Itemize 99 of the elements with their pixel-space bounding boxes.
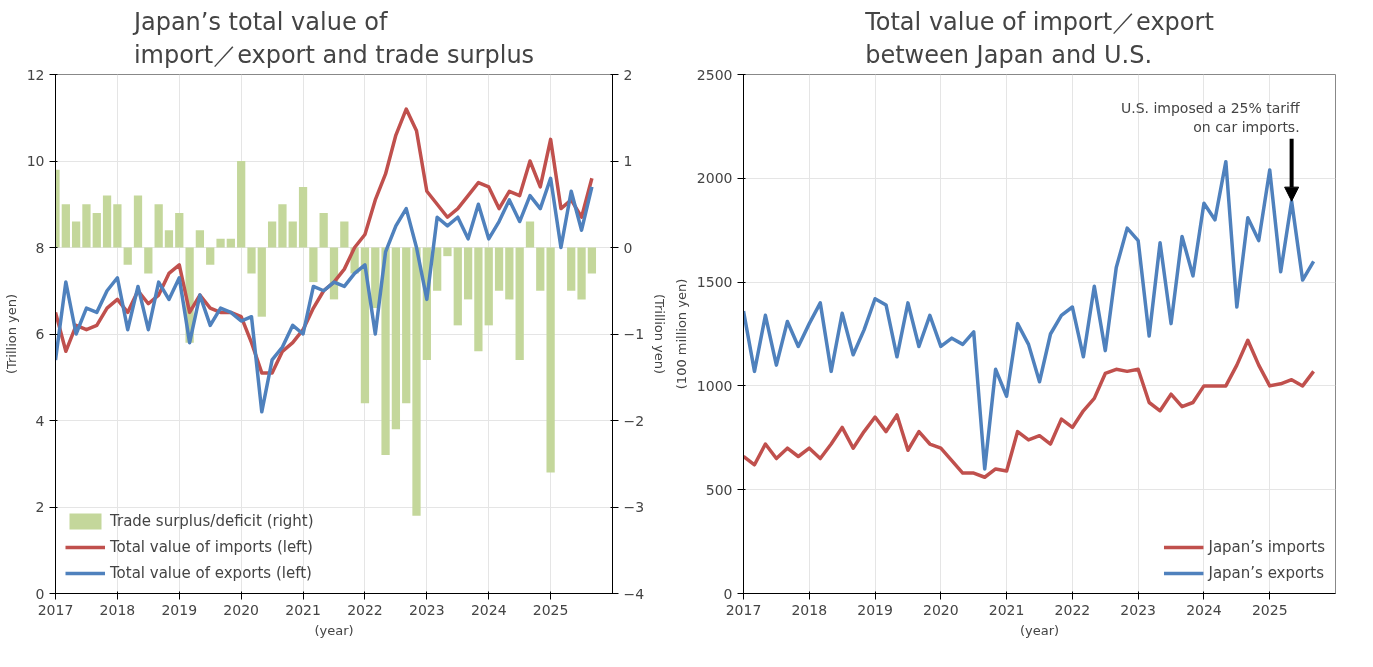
x-axis-title: (year) bbox=[1019, 622, 1060, 638]
bar bbox=[133, 195, 143, 248]
x-tick-label: 2022 bbox=[1054, 601, 1091, 618]
chart-title: Japan’s total value of import／export and trade surplus bbox=[131, 7, 535, 70]
bar bbox=[237, 161, 246, 248]
line-series bbox=[55, 176, 594, 414]
line-series bbox=[743, 159, 1316, 471]
bar bbox=[164, 230, 174, 248]
bar bbox=[484, 247, 493, 326]
bar bbox=[402, 247, 411, 404]
y-tick-label: 2500 bbox=[696, 66, 733, 83]
y-tick-label: 4 bbox=[35, 412, 45, 429]
bar bbox=[144, 247, 153, 274]
bar bbox=[206, 247, 215, 265]
x-tick-label: 2018 bbox=[791, 601, 828, 618]
bar bbox=[443, 247, 452, 257]
bar bbox=[92, 212, 101, 248]
bar bbox=[288, 221, 297, 248]
y2-tick-label: 1 bbox=[623, 153, 633, 169]
bar bbox=[381, 247, 390, 456]
bar bbox=[546, 247, 555, 473]
bar bbox=[463, 247, 473, 300]
x-tick-label: 2020 bbox=[923, 601, 959, 618]
x-tick-label: 2024 bbox=[1186, 601, 1222, 618]
bar bbox=[102, 195, 112, 248]
y-axis-title: (100 million yen) bbox=[673, 278, 689, 390]
bar bbox=[61, 204, 70, 248]
line-series bbox=[743, 338, 1316, 479]
y-tick-label: 12 bbox=[26, 66, 45, 83]
y-tick-label: 10 bbox=[26, 153, 45, 169]
x-tick-label: 2023 bbox=[409, 601, 445, 618]
y2-tick-label: 0 bbox=[623, 239, 633, 256]
bar bbox=[123, 247, 132, 265]
bar bbox=[278, 204, 287, 248]
bar bbox=[577, 247, 586, 300]
bar bbox=[587, 247, 597, 274]
y2-tick-label: −3 bbox=[623, 499, 645, 515]
x-tick-label: 2024 bbox=[470, 601, 507, 618]
chart-title: Total value of import／export between Japan and U.S. bbox=[864, 7, 1214, 70]
bar bbox=[525, 221, 535, 248]
y-tick-label: 0 bbox=[723, 585, 733, 602]
x-tick-label: 2018 bbox=[99, 601, 136, 618]
y-tick-label: 2 bbox=[35, 499, 45, 515]
bar bbox=[216, 238, 225, 248]
x-tick-label: 2022 bbox=[347, 601, 383, 618]
legend-label: Total value of exports (left) bbox=[110, 564, 312, 582]
annotation: U.S. imposed a 25% tariff on car imports. bbox=[1120, 99, 1300, 135]
bar bbox=[340, 221, 349, 248]
y-tick-label: 0 bbox=[35, 585, 45, 602]
bar bbox=[536, 247, 545, 291]
bar bbox=[113, 204, 122, 248]
bar bbox=[309, 247, 318, 283]
bar bbox=[505, 247, 514, 300]
legend-label: Total value of imports (left) bbox=[110, 538, 313, 556]
bar bbox=[267, 221, 277, 248]
y2-tick-label: −2 bbox=[623, 412, 645, 429]
y2-axis-title: (Trillion yen) bbox=[652, 293, 668, 375]
bar bbox=[257, 247, 266, 317]
y-axis-title: (Trillion yen) bbox=[3, 293, 19, 375]
y2-tick-label: 2 bbox=[623, 66, 633, 83]
x-tick-label: 2021 bbox=[988, 601, 1025, 618]
bar bbox=[391, 247, 401, 430]
legend-label: Japan’s imports bbox=[1208, 538, 1325, 556]
legend-label: Trade surplus/deficit (right) bbox=[110, 512, 314, 530]
bar bbox=[412, 247, 421, 516]
bar bbox=[71, 221, 81, 248]
y-tick-label: 2000 bbox=[696, 170, 733, 187]
bar bbox=[82, 204, 91, 248]
y-tick-label: 6 bbox=[35, 326, 45, 342]
bar bbox=[175, 212, 184, 248]
x-axis-title: (year) bbox=[314, 622, 354, 638]
y-tick-label: 8 bbox=[35, 239, 45, 256]
y2-tick-label: −1 bbox=[623, 326, 645, 342]
x-tick-label: 2017 bbox=[37, 601, 74, 618]
x-tick-label: 2019 bbox=[161, 601, 198, 618]
bar bbox=[494, 247, 504, 291]
bar bbox=[567, 247, 576, 291]
legend-label: Japan’s exports bbox=[1208, 564, 1325, 582]
x-tick-label: 2025 bbox=[532, 601, 569, 618]
bar bbox=[298, 186, 308, 248]
y-tick-label: 1000 bbox=[696, 377, 733, 394]
bar bbox=[247, 247, 256, 274]
bar bbox=[195, 230, 205, 248]
y-tick-label: 500 bbox=[705, 481, 733, 498]
x-tick-label: 2021 bbox=[285, 601, 321, 618]
bar bbox=[453, 247, 462, 326]
x-tick-label: 2017 bbox=[725, 601, 762, 618]
y-tick-label: 1500 bbox=[696, 274, 733, 291]
x-tick-label: 2020 bbox=[223, 601, 259, 618]
x-tick-label: 2025 bbox=[1251, 601, 1288, 618]
bar bbox=[154, 204, 163, 248]
y2-tick-label: −4 bbox=[623, 585, 645, 602]
x-tick-label: 2023 bbox=[1120, 601, 1156, 618]
bar bbox=[319, 212, 328, 248]
bar bbox=[474, 247, 483, 352]
bar bbox=[226, 238, 235, 248]
bar bbox=[433, 247, 442, 291]
bar bbox=[515, 247, 524, 360]
x-tick-label: 2019 bbox=[857, 601, 893, 618]
